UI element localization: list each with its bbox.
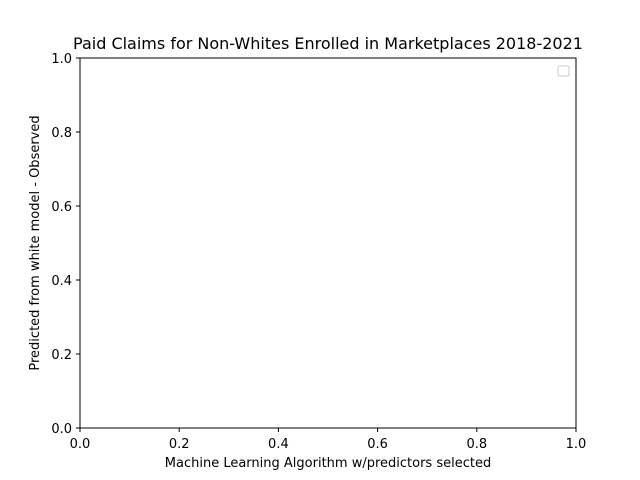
legend [557, 65, 570, 77]
x-axis-label: Machine Learning Algorithm w/predictors … [165, 456, 491, 471]
x-tick-label: 0.2 [169, 437, 190, 452]
y-tick-label: 0.0 [51, 422, 72, 437]
y-axis-ticks: 0.0 0.2 0.4 0.6 0.8 1.0 [51, 52, 80, 437]
y-tick-label: 0.8 [51, 126, 72, 141]
x-tick-label: 1.0 [566, 437, 587, 452]
y-axis-label: Predicted from white model - Observed [28, 115, 43, 370]
y-tick-label: 0.4 [51, 274, 72, 289]
chart-title: Paid Claims for Non-Whites Enrolled in M… [73, 34, 583, 53]
x-tick-label: 0.8 [466, 437, 487, 452]
y-tick-label: 0.6 [51, 200, 72, 215]
legend-box [557, 65, 570, 77]
x-tick-label: 0.6 [367, 437, 388, 452]
x-tick-label: 0.0 [70, 437, 91, 452]
plot-area [80, 58, 576, 428]
y-tick-label: 0.2 [51, 348, 72, 363]
plot-background [80, 58, 576, 428]
y-tick-label: 1.0 [51, 52, 72, 67]
x-axis-ticks: 0.0 0.2 0.4 0.6 0.8 1.0 [70, 428, 587, 452]
x-tick-label: 0.4 [268, 437, 289, 452]
plot-frame [79, 57, 577, 429]
